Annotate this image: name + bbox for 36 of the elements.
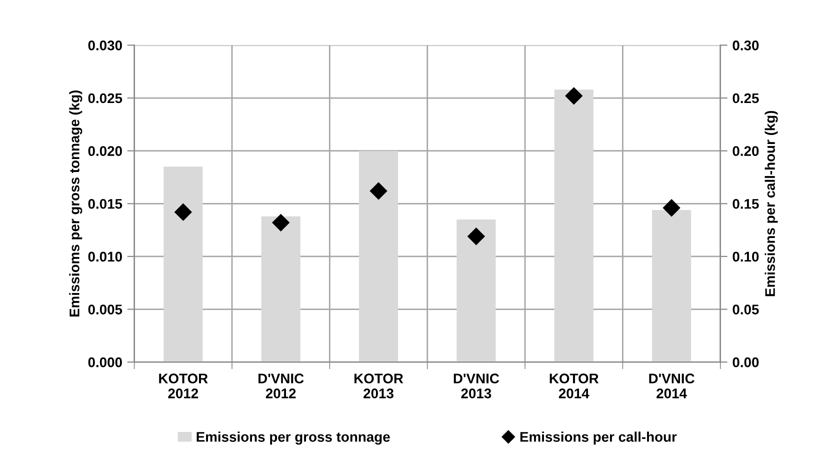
y-tick-label: 0.030	[88, 40, 122, 50]
x-tick-label: KOTOR 2012	[159, 374, 208, 398]
bar	[652, 210, 692, 362]
y2-tick-label: 0.30	[732, 40, 759, 50]
bar	[261, 216, 300, 362]
point	[272, 214, 290, 232]
legend-label: Emissions per call-hour	[520, 432, 677, 445]
x-tick-label: KOTOR 2013	[354, 374, 404, 398]
y2-tick-label: 0.00	[732, 357, 759, 368]
point	[663, 199, 680, 216]
y-tick-label: 0.025	[88, 93, 122, 104]
point	[370, 182, 388, 200]
y2-tick-label: 0.10	[732, 252, 759, 262]
bar	[358, 150, 398, 362]
y-tick-label: 0.005	[88, 304, 122, 314]
y-tick-label: 0.020	[88, 146, 122, 156]
legend-label: Emissions per gross tonnage	[196, 432, 390, 445]
point	[468, 228, 485, 245]
point	[565, 87, 582, 104]
y-axis-title: Emissioms per gross tonnage (kg)	[69, 90, 82, 317]
x-tick-label: D'VNIC 2014	[649, 374, 694, 398]
y2-tick-label: 0.20	[732, 146, 759, 156]
bar	[456, 219, 496, 362]
x-tick-label: D'VNIC 2013	[454, 374, 500, 398]
x-tick-label: D'VNIC 2012	[258, 374, 304, 398]
point	[174, 204, 192, 221]
y2-axis-title: Emissions per call-hour (kg)	[764, 110, 778, 296]
bar	[554, 90, 594, 362]
y2-tick-label: 0.05	[732, 304, 759, 314]
y2-tick-label: 0.25	[732, 93, 759, 104]
y-tick-label: 0.000	[88, 357, 122, 368]
y-tick-label: 0.010	[88, 252, 122, 262]
y2-tick-label: 0.15	[732, 198, 759, 209]
y-tick-label: 0.015	[88, 198, 122, 209]
bar	[164, 166, 203, 362]
x-tick-label: KOTOR 2014	[550, 374, 599, 398]
